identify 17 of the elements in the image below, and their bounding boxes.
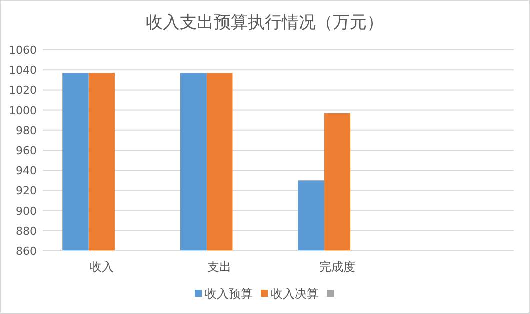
- y-tick-label: 920: [16, 184, 37, 198]
- y-tick-label: 1020: [9, 84, 37, 98]
- y-tick-label: 940: [16, 164, 37, 178]
- chart-title: 收入支出预算执行情况（万元）: [146, 13, 384, 33]
- legend-label: 收入决算: [271, 287, 319, 301]
- y-tick-label: 900: [16, 204, 37, 218]
- x-tick-label: 收入: [90, 260, 114, 274]
- legend-label: 收入预算: [205, 287, 253, 301]
- x-tick-label: 完成度: [319, 260, 356, 274]
- y-tick-label: 1060: [9, 44, 37, 57]
- x-tick-label: 支出: [208, 260, 232, 274]
- y-tick-label: 1040: [9, 64, 37, 78]
- y-tick-label: 1000: [9, 104, 37, 118]
- y-tick-label: 860: [16, 245, 37, 258]
- y-tick-label: 880: [16, 224, 37, 238]
- y-tick-label: 980: [16, 124, 37, 138]
- y-tick-label: 960: [16, 144, 37, 158]
